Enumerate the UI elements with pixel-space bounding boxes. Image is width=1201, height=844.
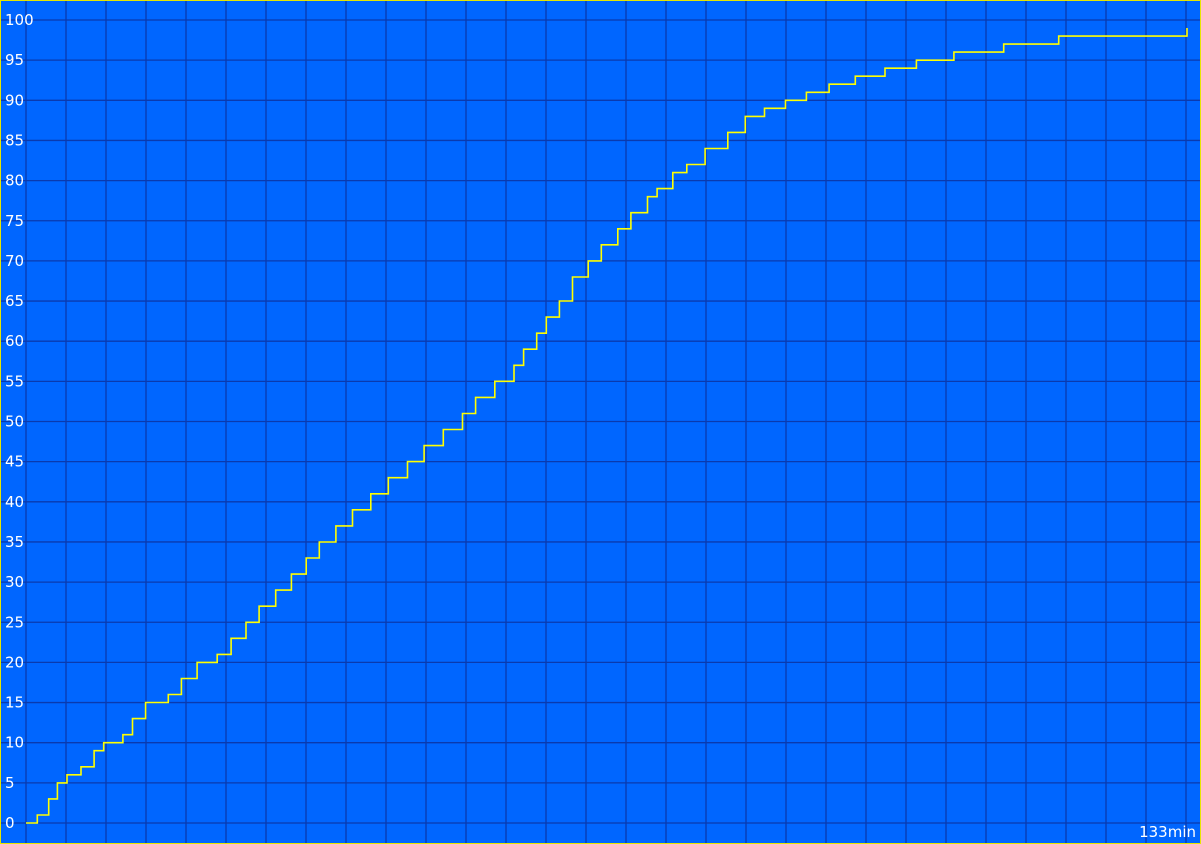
y-tick-label: 75 bbox=[5, 212, 24, 230]
y-tick-label: 70 bbox=[5, 252, 24, 270]
y-axis-tick-labels: 0 5 10 15 20 25 30 35 40 45 50 55 60 65 70 75 80 85 90 95 10… bbox=[5, 11, 34, 832]
x-axis-end-label: 133min bbox=[1139, 823, 1196, 841]
y-tick-label: 45 bbox=[5, 453, 24, 471]
y-tick-label: 15 bbox=[5, 694, 24, 712]
y-tick-label: 80 bbox=[5, 172, 24, 190]
y-tick-label: 5 bbox=[5, 774, 15, 792]
y-tick-label: 100 bbox=[5, 11, 34, 29]
y-tick-label: 35 bbox=[5, 533, 24, 551]
y-tick-label: 30 bbox=[5, 573, 24, 591]
series-line bbox=[26, 28, 1188, 824]
y-tick-label: 65 bbox=[5, 292, 24, 310]
y-tick-label: 55 bbox=[5, 372, 24, 390]
y-tick-label: 20 bbox=[5, 653, 24, 671]
y-tick-label: 85 bbox=[5, 131, 24, 149]
y-tick-label: 0 bbox=[5, 814, 15, 832]
y-tick-label: 90 bbox=[5, 91, 24, 109]
y-tick-label: 50 bbox=[5, 413, 24, 431]
y-tick-label: 25 bbox=[5, 613, 24, 631]
y-tick-label: 95 bbox=[5, 51, 24, 69]
y-tick-label: 40 bbox=[5, 493, 24, 511]
y-tick-label: 60 bbox=[5, 332, 24, 350]
y-tick-label: 10 bbox=[5, 734, 24, 752]
